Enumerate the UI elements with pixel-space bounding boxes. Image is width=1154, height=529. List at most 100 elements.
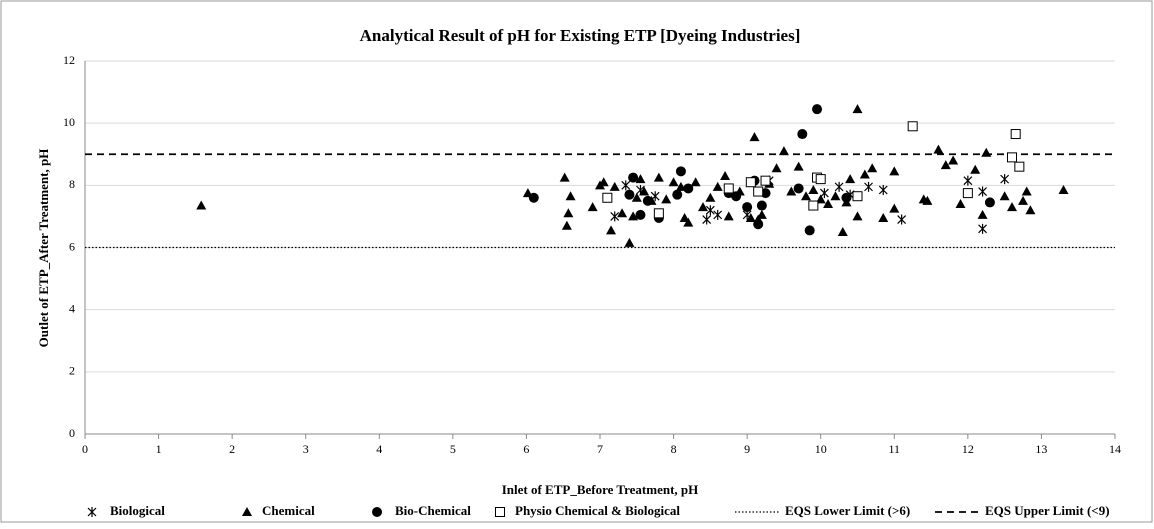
point (948, 155, 959, 165)
point (801, 191, 811, 201)
point (563, 208, 574, 218)
point (907, 121, 918, 132)
y-tick-label: 8 (69, 177, 75, 191)
x-tick-label: 0 (82, 442, 88, 456)
point (653, 172, 664, 182)
point (602, 192, 613, 203)
point (804, 225, 815, 236)
x-tick-label: 1 (156, 442, 162, 456)
y-axis-label: Outlet of ETP_After Treatment, pH (36, 149, 51, 348)
point (756, 200, 767, 211)
point (745, 177, 756, 188)
point (1025, 205, 1036, 215)
point (963, 175, 973, 186)
point (749, 132, 760, 142)
point (1058, 184, 1069, 194)
x-tick-label: 7 (597, 442, 603, 456)
point (610, 211, 620, 222)
chart-title: Analytical Result of pH for Existing ETP… (360, 26, 801, 45)
point (837, 226, 848, 236)
point (978, 186, 987, 197)
point (1018, 195, 1029, 205)
point (819, 188, 829, 199)
point (683, 217, 694, 227)
point (999, 191, 1010, 201)
x-tick-label: 5 (450, 442, 456, 456)
point (808, 184, 819, 194)
x-tick-label: 10 (815, 442, 827, 456)
point (705, 192, 716, 202)
point (760, 175, 771, 186)
legend-label: EQS Lower Limit (>6) (785, 503, 910, 518)
point (742, 202, 753, 213)
point (889, 203, 900, 213)
point (756, 209, 767, 219)
point (786, 186, 797, 196)
point (933, 144, 944, 154)
point (1007, 202, 1017, 212)
point (642, 195, 653, 206)
point (587, 202, 598, 212)
point (683, 183, 694, 194)
point (624, 237, 635, 247)
y-tick-label: 12 (63, 53, 75, 67)
point (889, 166, 900, 176)
point (1000, 174, 1010, 185)
point (713, 209, 723, 220)
point (793, 161, 804, 171)
point (528, 192, 539, 203)
point (561, 220, 572, 230)
x-tick-label: 6 (523, 442, 529, 456)
legend-marker (495, 507, 505, 517)
y-tick-label: 10 (63, 115, 75, 129)
point (977, 209, 988, 219)
point (1014, 161, 1025, 172)
point (609, 181, 620, 191)
x-tick-label: 3 (303, 442, 309, 456)
point (897, 214, 907, 225)
series (602, 121, 1025, 219)
point (628, 172, 639, 183)
x-tick-label: 9 (744, 442, 750, 456)
point (635, 209, 646, 220)
point (668, 177, 679, 187)
x-tick-label: 11 (889, 442, 901, 456)
point (981, 147, 992, 157)
point (1010, 129, 1021, 140)
point (621, 180, 631, 191)
point (705, 205, 715, 216)
point (970, 164, 981, 174)
point (672, 189, 683, 200)
point (834, 181, 844, 192)
point (753, 186, 764, 197)
legend-marker (242, 507, 252, 516)
point (698, 202, 708, 212)
point (745, 212, 756, 222)
point (690, 177, 701, 187)
point (679, 212, 690, 222)
point (565, 191, 576, 201)
y-tick-label: 2 (69, 364, 75, 378)
legend-label: Chemical (262, 503, 315, 518)
x-tick-label: 12 (962, 442, 974, 456)
legend-marker (372, 507, 382, 517)
point (830, 191, 841, 201)
x-tick-label: 14 (1109, 442, 1121, 456)
point (661, 194, 672, 204)
y-tick-label: 6 (69, 239, 75, 253)
legend-label: Physio Chemical & Biological (515, 503, 680, 518)
point (793, 183, 804, 194)
point (606, 225, 617, 235)
legend-label: Bio-Chemical (395, 503, 471, 518)
point (712, 181, 723, 191)
point (723, 183, 734, 194)
point (867, 163, 878, 173)
point (878, 184, 888, 195)
point (639, 186, 650, 196)
point (878, 212, 889, 222)
x-tick-label: 4 (376, 442, 382, 456)
point (702, 214, 712, 225)
point (845, 174, 856, 184)
